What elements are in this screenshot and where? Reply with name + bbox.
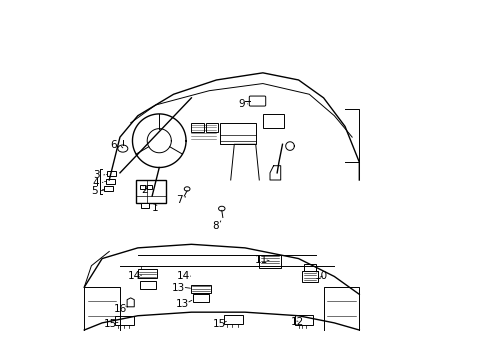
- Text: 8: 8: [212, 221, 219, 231]
- Bar: [136, 180, 167, 203]
- Text: 16: 16: [114, 303, 127, 314]
- Text: 4: 4: [93, 178, 99, 188]
- Bar: [104, 186, 113, 192]
- Bar: [142, 203, 148, 207]
- Bar: [304, 264, 317, 271]
- Bar: [138, 269, 157, 278]
- Text: 15: 15: [103, 319, 117, 329]
- Text: 13: 13: [176, 299, 189, 309]
- Text: 12: 12: [291, 317, 304, 327]
- Bar: [140, 281, 156, 289]
- Bar: [192, 123, 204, 132]
- FancyBboxPatch shape: [249, 96, 266, 106]
- Text: 2: 2: [141, 185, 147, 195]
- Bar: [220, 123, 256, 144]
- Text: 7: 7: [176, 195, 183, 205]
- Bar: [192, 285, 211, 293]
- Text: 3: 3: [94, 170, 100, 180]
- Ellipse shape: [184, 187, 190, 191]
- Bar: [140, 185, 145, 189]
- Bar: [295, 315, 313, 325]
- Bar: [106, 179, 115, 184]
- Text: 9: 9: [238, 99, 245, 109]
- Text: 15: 15: [213, 319, 226, 329]
- Text: 6: 6: [111, 140, 117, 150]
- Bar: [193, 294, 209, 302]
- Text: 10: 10: [315, 271, 328, 281]
- Bar: [206, 123, 218, 132]
- Text: 11: 11: [255, 255, 268, 265]
- Ellipse shape: [219, 206, 225, 211]
- Text: 5: 5: [91, 186, 98, 197]
- Bar: [107, 171, 117, 176]
- Text: 1: 1: [152, 203, 158, 213]
- Bar: [263, 114, 284, 128]
- Bar: [259, 255, 281, 267]
- Text: 14: 14: [177, 271, 190, 281]
- Bar: [302, 271, 318, 282]
- Ellipse shape: [118, 145, 128, 152]
- Bar: [115, 316, 134, 325]
- Bar: [147, 185, 152, 189]
- Text: 14: 14: [127, 271, 141, 281]
- Bar: [223, 315, 243, 324]
- Text: 13: 13: [172, 283, 185, 293]
